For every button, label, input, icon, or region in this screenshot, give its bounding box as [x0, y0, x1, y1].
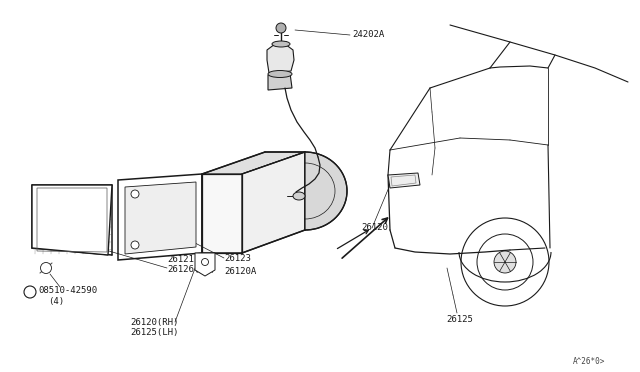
Polygon shape — [125, 182, 196, 254]
Ellipse shape — [272, 41, 290, 47]
Polygon shape — [195, 253, 215, 276]
Text: 26123: 26123 — [224, 254, 251, 263]
Circle shape — [131, 190, 139, 198]
Polygon shape — [202, 174, 242, 253]
Text: 26125: 26125 — [446, 315, 473, 324]
Text: S: S — [28, 288, 32, 296]
Text: 24202A: 24202A — [352, 30, 384, 39]
Circle shape — [494, 251, 516, 273]
Circle shape — [276, 23, 286, 33]
Polygon shape — [268, 73, 292, 90]
Ellipse shape — [268, 71, 292, 77]
Circle shape — [131, 241, 139, 249]
Text: 26120(RH): 26120(RH) — [130, 318, 179, 327]
Text: 26125(LH): 26125(LH) — [130, 328, 179, 337]
Text: (4): (4) — [48, 297, 64, 306]
Polygon shape — [305, 152, 347, 230]
Text: 26126(LH): 26126(LH) — [167, 265, 216, 274]
Text: 08510-42590: 08510-42590 — [38, 286, 97, 295]
Polygon shape — [388, 173, 420, 188]
Circle shape — [40, 263, 51, 273]
Text: 26120: 26120 — [361, 223, 388, 232]
Polygon shape — [267, 44, 294, 73]
Polygon shape — [118, 174, 202, 260]
Text: 26121(RH): 26121(RH) — [167, 255, 216, 264]
Text: A^26*0>: A^26*0> — [573, 357, 605, 366]
Polygon shape — [32, 185, 112, 255]
Text: 26120A: 26120A — [224, 267, 256, 276]
Polygon shape — [202, 152, 305, 174]
Polygon shape — [242, 152, 305, 253]
Circle shape — [24, 286, 36, 298]
Ellipse shape — [293, 192, 305, 200]
Circle shape — [202, 259, 209, 266]
